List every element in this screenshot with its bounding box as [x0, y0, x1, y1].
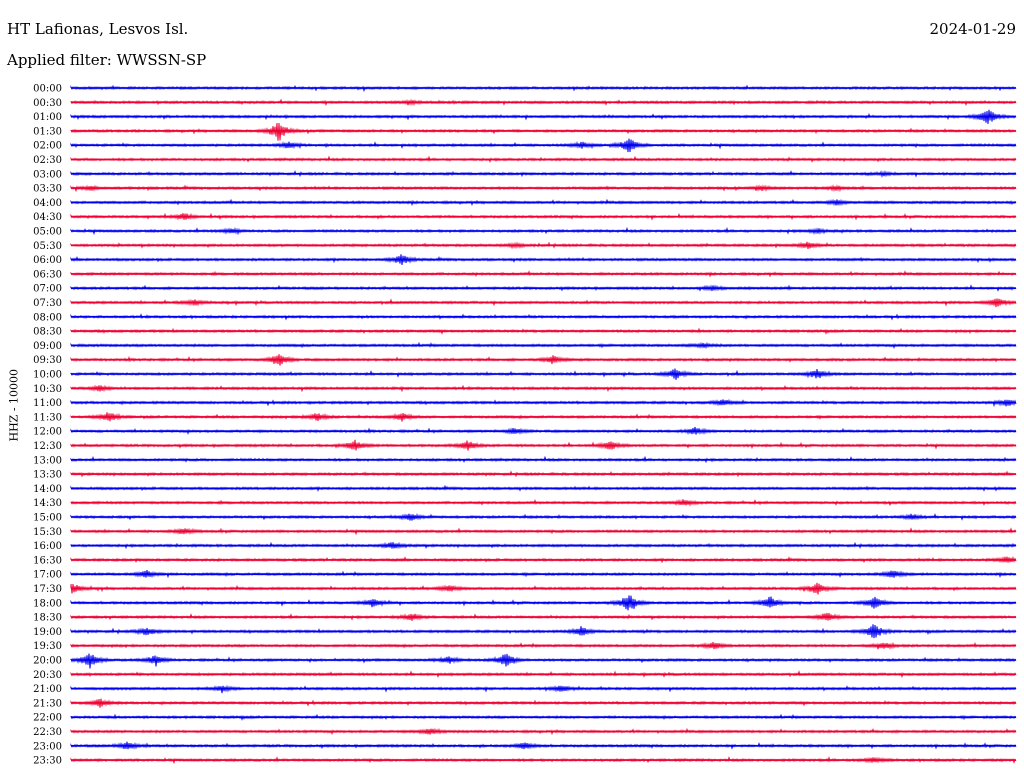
row-time-label: 20:00: [33, 656, 62, 667]
row-time-label: 23:00: [33, 741, 62, 752]
row-time-label: 19:00: [33, 627, 62, 638]
row-time-label: 03:30: [33, 184, 62, 195]
row-time-label: 17:30: [33, 584, 62, 595]
row-time-label: 22:30: [33, 727, 62, 738]
row-time-label: 16:30: [33, 555, 62, 566]
row-time-label: 21:30: [33, 698, 62, 709]
row-time-label: 12:30: [33, 441, 62, 452]
row-time-label: 04:00: [33, 198, 62, 209]
row-time-label: 21:00: [33, 684, 62, 695]
row-time-label: 00:30: [33, 98, 62, 109]
row-time-label: 01:00: [33, 112, 62, 123]
row-time-label: 18:30: [33, 613, 62, 624]
row-time-label: 13:30: [33, 470, 62, 481]
row-time-label: 08:00: [33, 312, 62, 323]
row-time-label: 20:30: [33, 670, 62, 681]
row-time-label: 00:00: [33, 84, 62, 95]
trace-row-0130: [70, 122, 1017, 141]
row-time-label: 15:00: [33, 513, 62, 524]
row-time-label: 10:00: [33, 370, 62, 381]
row-time-label: 06:00: [33, 255, 62, 266]
row-time-label: 02:30: [33, 155, 62, 166]
station-title: HT Lafionas, Lesvos Isl.: [7, 20, 189, 38]
row-time-label: 11:00: [33, 398, 62, 409]
row-time-label: 13:00: [33, 455, 62, 466]
row-time-label: 14:00: [33, 484, 62, 495]
row-time-label: 18:00: [33, 598, 62, 609]
row-time-label: 08:30: [33, 327, 62, 338]
row-time-label: 05:00: [33, 227, 62, 238]
row-time-label: 15:30: [33, 527, 62, 538]
row-time-label: 03:00: [33, 169, 62, 180]
trace-row-2000: [70, 653, 1017, 669]
row-time-label: 07:30: [33, 298, 62, 309]
row-time-label: 12:00: [33, 427, 62, 438]
row-time-label: 05:30: [33, 241, 62, 252]
row-time-label: 06:30: [33, 269, 62, 280]
row-time-label: 17:00: [33, 570, 62, 581]
row-time-label: 02:00: [33, 141, 62, 152]
row-time-label: 19:30: [33, 641, 62, 652]
row-time-label: 01:30: [33, 126, 62, 137]
row-time-label: 04:30: [33, 212, 62, 223]
row-time-label: 14:30: [33, 498, 62, 509]
row-time-label: 22:00: [33, 713, 62, 724]
row-time-label: 07:00: [33, 284, 62, 295]
date-label: 2024-01-29: [929, 20, 1016, 38]
row-time-label: 11:30: [33, 412, 62, 423]
row-time-label: 16:00: [33, 541, 62, 552]
row-time-label: 09:00: [33, 341, 62, 352]
trace-row-2100: [70, 684, 1017, 694]
filter-label: Applied filter: WWSSN-SP: [7, 51, 207, 69]
row-time-label: 10:30: [33, 384, 62, 395]
row-time-label: 09:30: [33, 355, 62, 366]
row-time-label: 23:30: [33, 756, 62, 767]
